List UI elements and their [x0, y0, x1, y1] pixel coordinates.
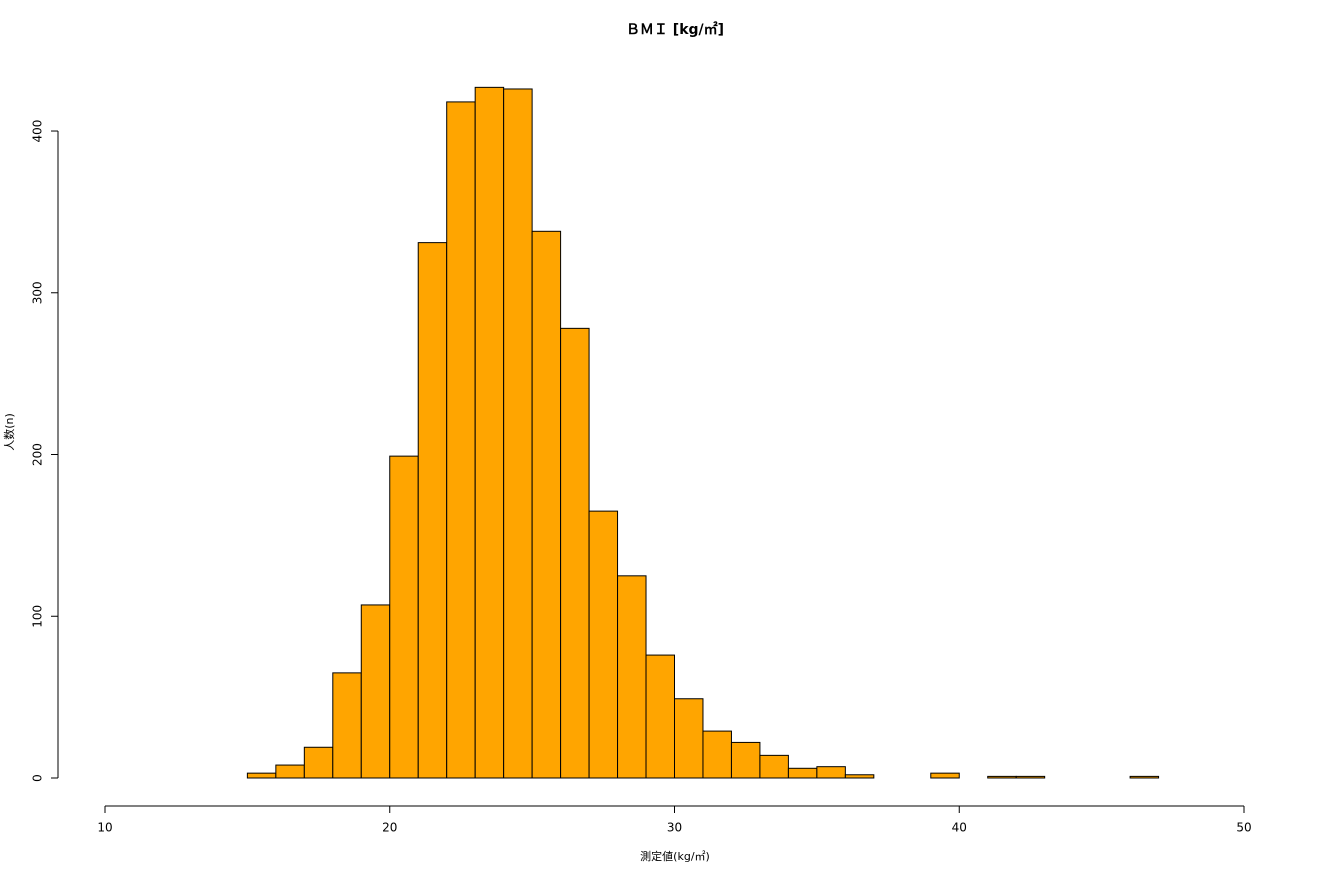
bar	[246, 772, 277, 779]
bar	[674, 698, 704, 779]
bar	[617, 575, 647, 779]
bar	[360, 604, 391, 779]
bar	[275, 764, 305, 779]
bar	[844, 774, 875, 779]
bar	[503, 88, 533, 779]
bar	[759, 754, 789, 779]
bar	[389, 455, 419, 779]
y-tick-label: 400	[31, 120, 45, 143]
y-tick-label: 100	[31, 605, 45, 628]
y-tick-label: 0	[31, 774, 45, 782]
bar	[560, 327, 590, 779]
bar	[332, 672, 362, 779]
x-tick-label: 50	[1236, 821, 1251, 835]
bar	[303, 746, 334, 779]
bar	[930, 772, 960, 779]
bar	[816, 766, 846, 779]
x-tick-label: 10	[97, 821, 112, 835]
y-tick-label: 300	[31, 281, 45, 304]
x-axis-label: 測定値(kg/㎡)	[640, 849, 710, 863]
bar	[588, 510, 619, 779]
bar	[645, 654, 676, 779]
bar	[702, 730, 732, 779]
x-tick-label: 30	[667, 821, 682, 835]
bar	[474, 86, 505, 779]
bar	[1129, 775, 1160, 779]
bar	[787, 767, 818, 779]
x-tick-label: 20	[382, 821, 397, 835]
chart-title: ＢＭＩ [kg/㎡]	[626, 21, 724, 38]
y-tick-label: 200	[31, 443, 45, 466]
bar	[1015, 775, 1046, 779]
bar	[531, 230, 562, 779]
y-axis-label: 人数(n)	[3, 413, 16, 451]
bar	[446, 101, 476, 779]
bar	[730, 741, 761, 779]
x-tick-label: 40	[952, 821, 967, 835]
bar	[417, 242, 448, 779]
bar	[987, 775, 1017, 779]
